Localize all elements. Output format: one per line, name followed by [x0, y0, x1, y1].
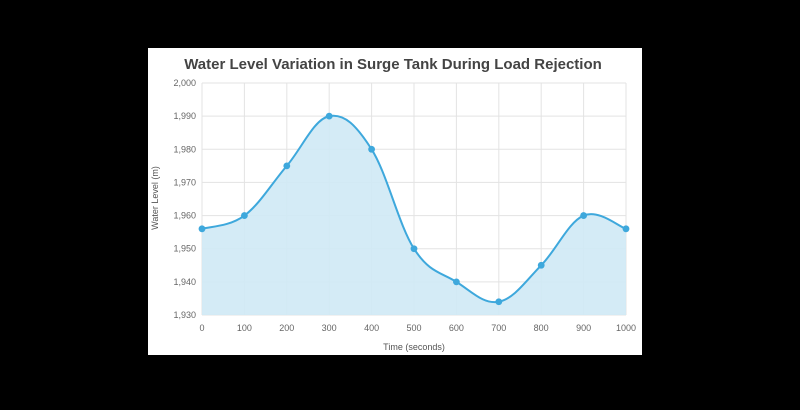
data-point: [622, 225, 630, 233]
x-tick-label: 900: [576, 323, 591, 333]
series-line: [201, 114, 627, 304]
x-tick-label: 300: [322, 323, 337, 333]
x-tick-label: 700: [491, 323, 506, 333]
x-tick-label: 100: [237, 323, 252, 333]
data-point: [283, 162, 291, 170]
y-tick-label: 1,940: [173, 277, 196, 287]
y-tick-label: 1,970: [173, 177, 196, 187]
data-point: [453, 278, 460, 286]
area-fill: [202, 115, 626, 315]
data-point: [410, 245, 418, 253]
x-tick-label: 200: [279, 323, 294, 333]
chart-card: Water Level Variation in Surge Tank Duri…: [148, 48, 642, 355]
y-tick-label: 2,000: [173, 78, 196, 88]
x-tick-label: 800: [534, 323, 549, 333]
x-tick-label: 500: [406, 323, 421, 333]
y-tick-label: 1,980: [173, 144, 196, 154]
chart-title: Water Level Variation in Surge Tank Duri…: [184, 56, 602, 73]
x-tick-label: 600: [449, 323, 464, 333]
y-tick-label: 1,950: [173, 244, 196, 254]
y-tick-label: 1,990: [173, 111, 196, 121]
data-point: [198, 225, 206, 233]
data-point: [368, 145, 375, 153]
data-point: [580, 212, 587, 219]
data-point: [325, 112, 333, 120]
y-axis-label: Water Level (m): [150, 166, 160, 230]
y-axis-ticks: 2,000 1,990 1,980 1,970 1,960 1,950 1,940 1,930: [173, 78, 196, 320]
x-axis-label: Time (seconds): [383, 342, 445, 352]
y-tick-label: 1,930: [173, 310, 196, 320]
x-tick-label: 1000: [616, 323, 636, 333]
chart: Water Level Variation in Surge Tank Duri…: [150, 56, 636, 352]
x-tick-label: 400: [364, 323, 379, 333]
x-tick-label: 0: [199, 323, 204, 333]
data-point: [495, 298, 503, 306]
data-point: [241, 212, 248, 219]
data-points: [198, 112, 630, 306]
y-tick-label: 1,960: [173, 211, 196, 221]
x-axis-ticks: 0 100 200 300 400 500 600 700 800 900 1000: [199, 323, 636, 333]
data-point: [537, 261, 545, 269]
